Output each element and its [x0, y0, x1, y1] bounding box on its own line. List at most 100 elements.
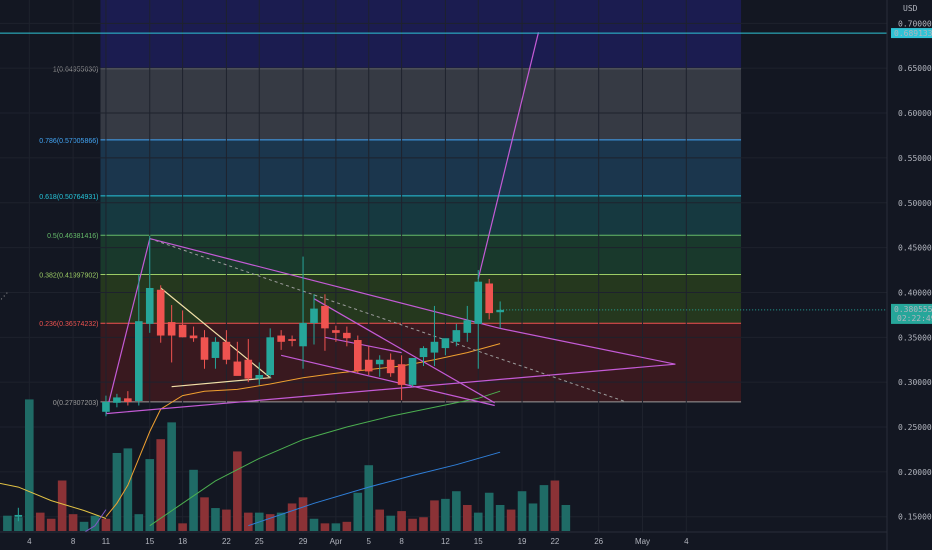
volume-bar — [276, 512, 286, 531]
volume-bar — [495, 504, 505, 531]
candle-body — [419, 348, 428, 358]
time-tick-label: 12 — [441, 537, 450, 546]
moving-average-line — [248, 451, 501, 527]
candle-body — [211, 341, 220, 358]
fibonacci-retracement[interactable]: 1(0.64955630) 0.786(0.57005866) 0.618(0.50… — [39, 0, 742, 407]
time-tick-label: 19 — [518, 537, 527, 546]
horizontal-level-tag — [891, 28, 932, 39]
moving-average-line — [149, 390, 501, 527]
time-tick-label: 15 — [474, 537, 483, 546]
time-tick-label: May — [635, 537, 650, 546]
candle-body — [310, 308, 318, 323]
time-tick-label: 5 — [367, 537, 372, 546]
fib-level-label: 0.618(0.50764931) — [39, 194, 98, 201]
horizontal-level-value: 0.68913339 — [894, 29, 932, 38]
price-tick-label: 0.60000000 — [898, 109, 932, 118]
time-axis-background — [0, 532, 887, 550]
volume-bar — [397, 511, 406, 531]
time-tick-label: 29 — [299, 537, 308, 546]
volume-bar — [386, 515, 395, 531]
price-tick-label: 0.20000000 — [898, 468, 932, 477]
candle-body — [364, 359, 373, 372]
volume-bar — [244, 512, 253, 531]
price-tick-label: 0.50000000 — [898, 199, 932, 208]
fib-band — [100, 139, 742, 196]
volume-bar — [200, 497, 209, 531]
volume-bar — [528, 503, 538, 531]
fib-level-label: 0.786(0.57005866) — [39, 138, 98, 145]
candle-body — [496, 309, 504, 313]
current-price-value: 0.38055590 — [894, 305, 932, 314]
volume-bar — [265, 514, 275, 531]
fib-band — [100, 68, 742, 140]
candle-body — [277, 335, 285, 342]
volume-bar — [561, 504, 571, 531]
trendline — [105, 237, 676, 415]
candle-body — [14, 514, 23, 517]
price-tick-label: 0.25000000 — [898, 423, 932, 432]
fib-level-label: 0.236(0.36574232) — [39, 321, 98, 328]
volume-bar — [167, 422, 176, 531]
candle-body — [156, 289, 165, 336]
candle-body — [354, 340, 362, 371]
volume-bar — [331, 523, 341, 531]
volume-bar — [375, 509, 384, 531]
price-tick-label: 0.30000000 — [898, 378, 932, 387]
volume-bar — [233, 451, 242, 531]
price-tick-label: 0.15000000 — [898, 513, 932, 522]
price-tick-label: 0.65000000 — [898, 64, 932, 73]
candle-body — [397, 364, 406, 385]
volume-bars — [3, 399, 571, 531]
volume-bar — [550, 480, 560, 531]
volume-bar — [156, 439, 165, 531]
trendline — [280, 354, 495, 407]
time-tick-label: 25 — [255, 537, 264, 546]
volume-bar — [35, 512, 45, 531]
volume-bar — [539, 485, 549, 531]
volume-bar — [14, 517, 23, 531]
price-axis[interactable]: USD 0.70000000 0.65000000 0.60000000 0.5500… — [887, 0, 932, 550]
candle-body — [430, 341, 439, 353]
candle-body — [441, 338, 450, 349]
candle-body — [321, 305, 329, 329]
trendline — [313, 298, 495, 404]
candle-body — [233, 361, 242, 376]
volume-bar — [353, 492, 363, 531]
time-tick-label: 4 — [684, 537, 689, 546]
volume-bar — [3, 515, 12, 531]
volume-bar — [463, 504, 472, 531]
time-tick-label: 15 — [145, 537, 154, 546]
volume-bar — [134, 514, 144, 531]
volume-bar — [90, 515, 100, 531]
candle-body — [288, 339, 296, 341]
volume-bar — [430, 500, 439, 531]
volume-bar — [452, 491, 461, 531]
price-tick-label: 0.70000000 — [898, 19, 932, 28]
candlesticks — [14, 235, 504, 522]
volume-bar — [123, 448, 133, 531]
moving-average-line — [0, 482, 107, 519]
volume-bar — [484, 492, 494, 531]
time-tick-label: 22 — [222, 537, 231, 546]
candle-body — [244, 359, 253, 379]
trendline-drawings[interactable] — [0, 32, 887, 415]
candle-body — [463, 320, 472, 333]
trendline — [160, 287, 272, 388]
volume-bar — [57, 480, 67, 531]
volume-bar — [79, 521, 89, 531]
candle-body — [135, 321, 143, 402]
time-axis[interactable]: 4 8 11 15 18 22 25 29 Apr 5 8 12 15 19 22 26 May 4 — [0, 0, 888, 550]
volume-bar — [287, 503, 297, 531]
fib-level-label: 0.382(0.41997902) — [39, 273, 98, 280]
fib-band-top — [100, 0, 742, 69]
candle-body — [299, 322, 307, 347]
volume-bar — [320, 523, 330, 531]
volume-bar — [145, 459, 155, 531]
candle-body — [255, 375, 264, 379]
current-price-tag — [891, 303, 932, 324]
currency-label: USD — [903, 4, 918, 13]
volume-bar — [46, 518, 56, 531]
price-tick-label: 0.45000000 — [898, 244, 932, 253]
candle-body — [375, 359, 384, 365]
